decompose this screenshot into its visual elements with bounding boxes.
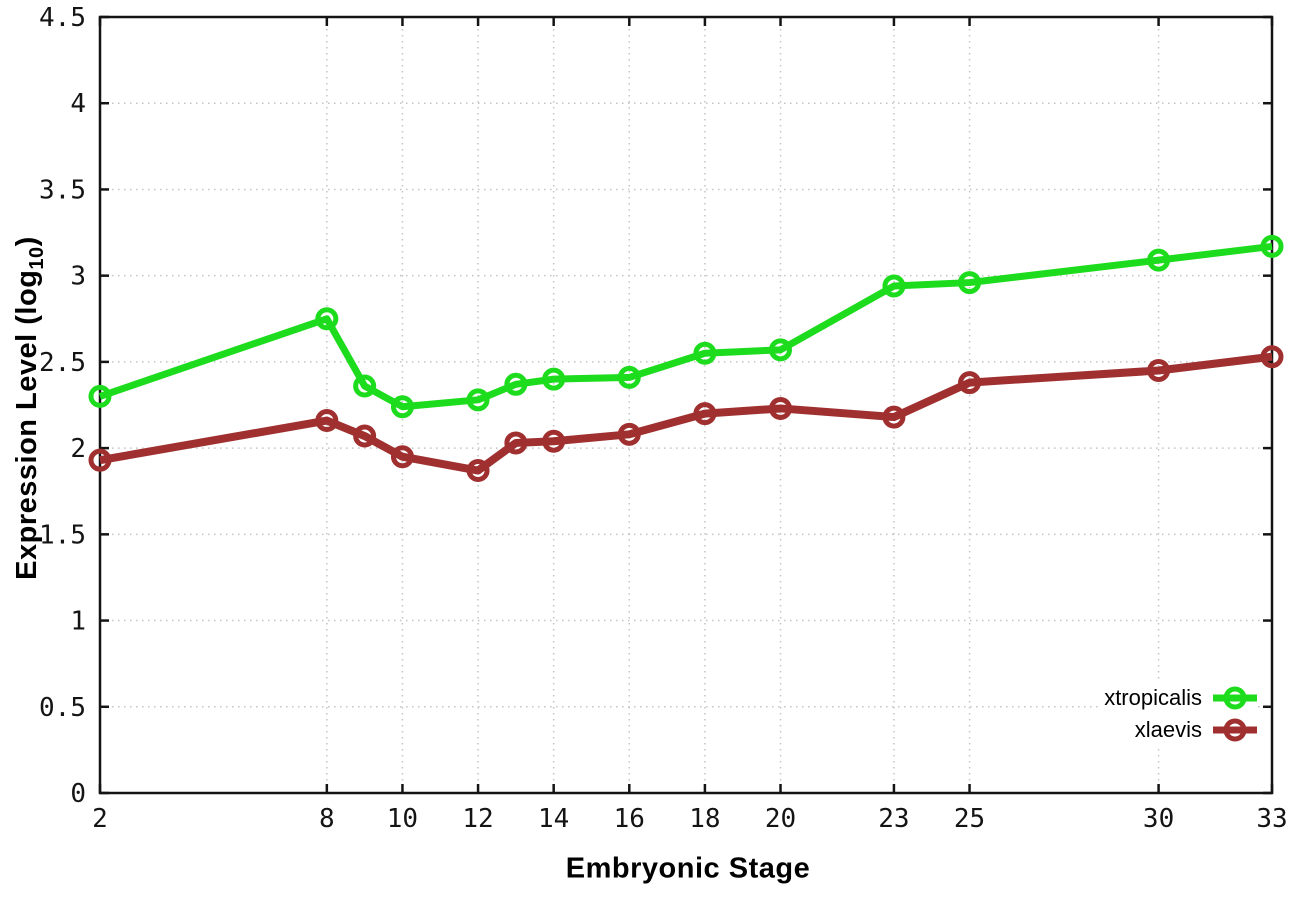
data-point-xtropicalis (466, 388, 490, 412)
y-tick-label: 4 (70, 89, 86, 119)
legend-label-xtropicalis: xtropicalis (1104, 685, 1202, 710)
legend: xtropicalis xlaevis (1098, 682, 1258, 746)
data-point-xtropicalis (617, 365, 641, 389)
x-tick-label: 30 (1143, 804, 1174, 834)
data-point-xlaevis (1260, 345, 1284, 369)
x-tick-label: 2 (92, 804, 108, 834)
data-point-xtropicalis (1147, 248, 1171, 272)
plot-border (98, 15, 1274, 795)
y-axis-title-close: ) (11, 236, 44, 247)
y-tick-label: 0 (70, 779, 86, 809)
data-point-xtropicalis (504, 372, 528, 396)
series-xtropicalis-line (98, 242, 1273, 411)
y-tick-label: 2.5 (39, 348, 86, 378)
y-axis-title: Expression Level (log10) (11, 236, 49, 580)
data-point-xlaevis (353, 424, 377, 448)
data-point-xlaevis (1147, 359, 1171, 383)
legend-item-xtropicalis: xtropicalis (1104, 682, 1258, 714)
data-point-xlaevis (390, 445, 414, 469)
data-point-xlaevis (315, 409, 339, 433)
y-tick-label: 3.5 (39, 175, 86, 205)
data-point-xtropicalis (1260, 234, 1284, 258)
x-tick-label: 20 (765, 804, 796, 834)
data-point-xlaevis (693, 402, 717, 426)
y-tick-label: 3 (70, 262, 86, 292)
legend-item-xlaevis: xlaevis (1104, 714, 1258, 746)
data-point-xlaevis (958, 371, 982, 395)
data-point-xlaevis (504, 431, 528, 455)
data-point-xtropicalis (542, 367, 566, 391)
y-tick-label: 2 (70, 434, 86, 464)
legend-open-circle-marker-icon (1213, 686, 1257, 710)
y-axis-title-text: Expression Level (log (11, 269, 44, 580)
y-tick-label: 1 (70, 607, 86, 637)
x-tick-label: 12 (462, 804, 493, 834)
data-point-xlaevis (769, 396, 793, 420)
series-xlaevis-line (99, 352, 1273, 475)
data-point-xlaevis (542, 429, 566, 453)
y-tick-label: 4.5 (39, 3, 86, 33)
x-tick-label: 14 (538, 804, 569, 834)
data-point-xtropicalis (390, 395, 414, 419)
x-tick-label: 18 (689, 804, 720, 834)
data-point-xtropicalis (88, 384, 112, 408)
x-axis-title: Embryonic Stage (565, 852, 811, 885)
data-point-xtropicalis (958, 271, 982, 295)
legend-label-xlaevis: xlaevis (1134, 717, 1202, 742)
x-tick-label: 16 (614, 804, 645, 834)
x-tick-label: 10 (387, 804, 418, 834)
data-point-xtropicalis (693, 341, 717, 365)
data-point-xtropicalis (769, 338, 793, 362)
x-tick-label: 33 (1256, 804, 1287, 834)
x-tick-label: 23 (878, 804, 909, 834)
x-tick-label: 8 (319, 804, 335, 834)
data-point-xtropicalis (315, 307, 339, 331)
y-tick-label: 1.5 (39, 520, 86, 550)
x-tick-label: 25 (954, 804, 985, 834)
legend-open-circle-marker-icon (1213, 718, 1257, 742)
y-tick-label: 0.5 (39, 693, 86, 723)
data-point-xlaevis (882, 405, 906, 429)
data-point-xlaevis (617, 422, 641, 446)
data-point-xlaevis (88, 448, 112, 472)
data-point-xlaevis (466, 459, 490, 483)
data-point-xtropicalis (353, 374, 377, 398)
data-point-xtropicalis (882, 274, 906, 298)
y-axis-title-subscript: 10 (25, 246, 48, 270)
